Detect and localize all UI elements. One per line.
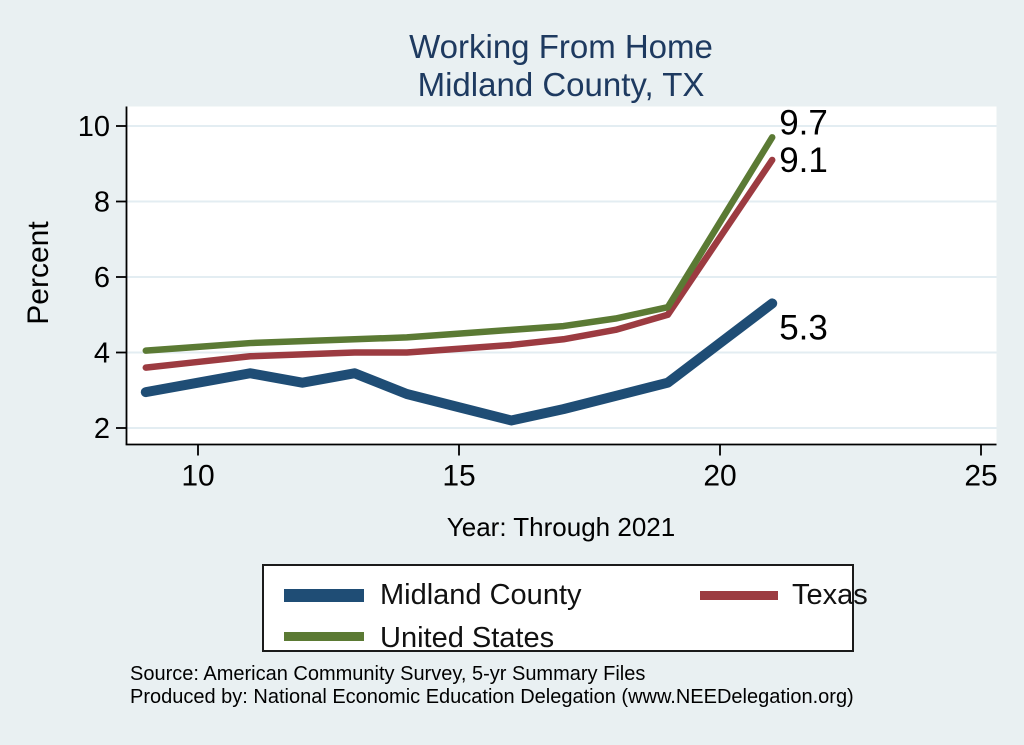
source-line: Source: American Community Survey, 5-yr … [130,663,646,685]
legend-label-texas: Texas [792,579,868,611]
series-line-united-states [142,134,776,354]
x-tick-label-15: 15 [442,460,475,493]
source-note: Source: American Community Survey, 5-yr … [130,663,854,709]
end-label-midland-county: 5.3 [779,308,828,347]
legend-swatch-united-states [284,632,364,641]
legend-label-midland-county: Midland County [380,579,582,611]
x-axis-title: Year: Through 2021 [446,512,676,542]
plot-area [126,106,997,445]
y-tick-label-8: 8 [94,187,110,219]
end-label-united-states: 9.7 [779,103,828,142]
y-tick-label-6: 6 [94,262,110,294]
x-tick-label-10: 10 [181,460,214,493]
chart-title-line1: Working From Home [409,28,713,65]
series-line-texas [142,156,776,371]
y-tick-label-10: 10 [78,111,110,143]
legend-swatch-midland-county [284,589,364,602]
x-tick-label-20: 20 [703,460,736,493]
chart-title: Working From Home Midland County, TX [126,28,996,104]
legend-label-united-states: United States [380,622,555,654]
produced-by-line: Produced by: National Economic Education… [130,686,854,708]
legend: Midland County Texas United States [262,564,868,654]
y-tick-label-2: 2 [94,413,110,445]
y-tick-label-4: 4 [94,338,110,370]
end-label-texas: 9.1 [779,141,828,180]
series-line-midland-county [140,298,778,426]
legend-swatch-texas [700,591,778,600]
chart-title-line2: Midland County, TX [417,66,705,103]
x-tick-label-25: 25 [964,460,997,493]
